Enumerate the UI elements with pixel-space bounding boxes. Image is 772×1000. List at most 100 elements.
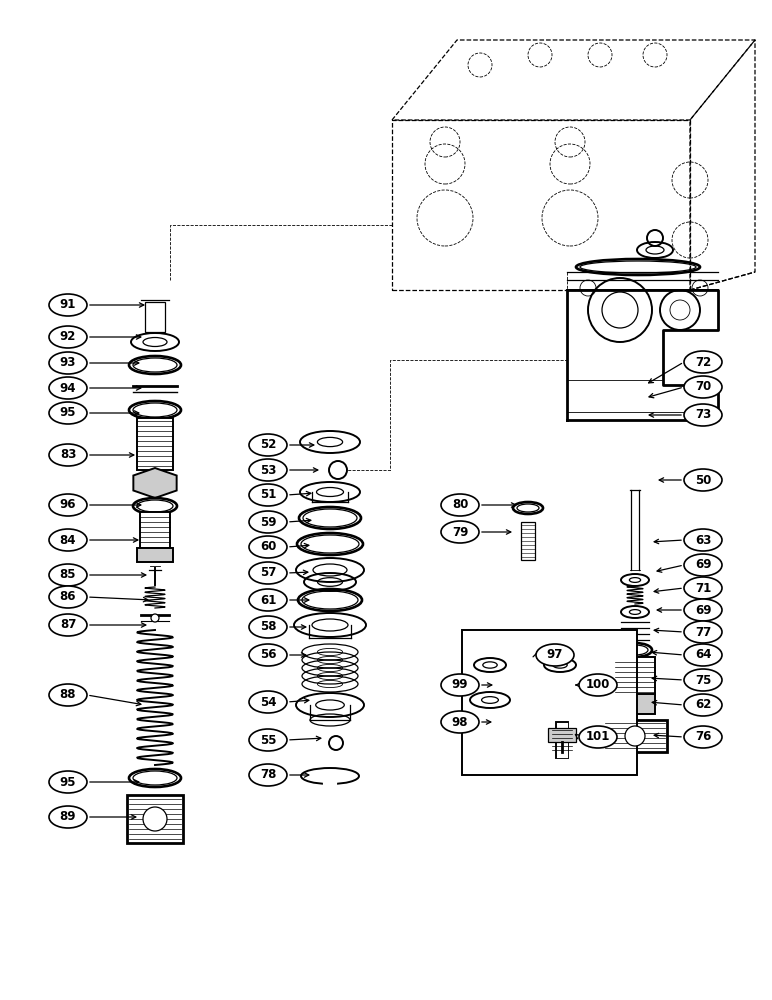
Ellipse shape	[249, 589, 287, 611]
Text: 64: 64	[695, 648, 711, 662]
Ellipse shape	[249, 616, 287, 638]
FancyBboxPatch shape	[548, 728, 576, 742]
Text: 58: 58	[259, 620, 276, 634]
FancyBboxPatch shape	[521, 522, 535, 560]
Ellipse shape	[579, 674, 617, 696]
Ellipse shape	[49, 402, 87, 424]
Text: 78: 78	[260, 768, 276, 782]
Ellipse shape	[684, 404, 722, 426]
Text: 95: 95	[59, 406, 76, 420]
Ellipse shape	[441, 494, 479, 516]
Ellipse shape	[249, 536, 287, 558]
Ellipse shape	[249, 644, 287, 666]
Text: 80: 80	[452, 498, 468, 512]
Ellipse shape	[49, 586, 87, 608]
Ellipse shape	[49, 352, 87, 374]
Text: 100: 100	[586, 678, 610, 692]
Ellipse shape	[49, 564, 87, 586]
Ellipse shape	[441, 521, 479, 543]
Ellipse shape	[684, 351, 722, 373]
Ellipse shape	[249, 764, 287, 786]
Text: 91: 91	[59, 298, 76, 312]
Ellipse shape	[684, 577, 722, 599]
Circle shape	[143, 807, 167, 831]
Ellipse shape	[249, 691, 287, 713]
Ellipse shape	[684, 529, 722, 551]
FancyBboxPatch shape	[615, 657, 655, 695]
Ellipse shape	[249, 459, 287, 481]
Text: 98: 98	[452, 716, 469, 728]
Ellipse shape	[249, 562, 287, 584]
Circle shape	[329, 461, 347, 479]
Ellipse shape	[49, 529, 87, 551]
Ellipse shape	[249, 484, 287, 506]
Ellipse shape	[249, 434, 287, 456]
Ellipse shape	[684, 621, 722, 643]
Text: 56: 56	[259, 648, 276, 662]
Text: 51: 51	[260, 488, 276, 502]
Text: 63: 63	[695, 534, 711, 546]
Text: 73: 73	[695, 408, 711, 422]
Text: 92: 92	[59, 330, 76, 344]
Ellipse shape	[49, 294, 87, 316]
Ellipse shape	[49, 771, 87, 793]
Circle shape	[151, 614, 159, 622]
FancyBboxPatch shape	[462, 630, 637, 775]
FancyBboxPatch shape	[127, 795, 183, 843]
Ellipse shape	[684, 669, 722, 691]
Text: 69: 69	[695, 603, 711, 616]
Text: 88: 88	[59, 688, 76, 702]
Text: 89: 89	[59, 810, 76, 824]
Text: 59: 59	[259, 516, 276, 528]
Text: 60: 60	[260, 540, 276, 554]
Ellipse shape	[49, 377, 87, 399]
FancyBboxPatch shape	[615, 694, 655, 714]
Text: 57: 57	[260, 566, 276, 580]
Ellipse shape	[579, 726, 617, 748]
FancyBboxPatch shape	[603, 720, 667, 752]
Text: 79: 79	[452, 526, 468, 538]
FancyBboxPatch shape	[140, 512, 170, 550]
Text: 83: 83	[59, 448, 76, 462]
Ellipse shape	[684, 644, 722, 666]
Text: 53: 53	[260, 464, 276, 477]
Ellipse shape	[684, 554, 722, 576]
Ellipse shape	[249, 729, 287, 751]
Text: 70: 70	[695, 380, 711, 393]
Text: 72: 72	[695, 356, 711, 368]
Ellipse shape	[684, 599, 722, 621]
Ellipse shape	[684, 694, 722, 716]
Text: 85: 85	[59, 568, 76, 582]
Circle shape	[625, 726, 645, 746]
Text: 77: 77	[695, 626, 711, 639]
Text: 97: 97	[547, 648, 564, 662]
Text: 84: 84	[59, 534, 76, 546]
Ellipse shape	[49, 326, 87, 348]
FancyBboxPatch shape	[137, 418, 173, 470]
Text: 71: 71	[695, 582, 711, 594]
Ellipse shape	[536, 644, 574, 666]
Text: 93: 93	[59, 357, 76, 369]
FancyBboxPatch shape	[137, 548, 173, 562]
Text: 101: 101	[586, 730, 610, 744]
Text: 86: 86	[59, 590, 76, 603]
Text: 55: 55	[259, 734, 276, 746]
Ellipse shape	[49, 684, 87, 706]
Text: 75: 75	[695, 674, 711, 686]
Text: 94: 94	[59, 381, 76, 394]
Ellipse shape	[49, 614, 87, 636]
Text: 95: 95	[59, 776, 76, 788]
Text: 52: 52	[260, 438, 276, 452]
Text: 54: 54	[259, 696, 276, 708]
Ellipse shape	[684, 726, 722, 748]
Polygon shape	[134, 468, 177, 498]
Circle shape	[329, 736, 343, 750]
Ellipse shape	[49, 806, 87, 828]
Ellipse shape	[684, 376, 722, 398]
Text: 96: 96	[59, 498, 76, 512]
Text: 87: 87	[59, 618, 76, 632]
Ellipse shape	[49, 444, 87, 466]
Text: 62: 62	[695, 698, 711, 712]
Ellipse shape	[49, 494, 87, 516]
FancyBboxPatch shape	[145, 302, 165, 332]
